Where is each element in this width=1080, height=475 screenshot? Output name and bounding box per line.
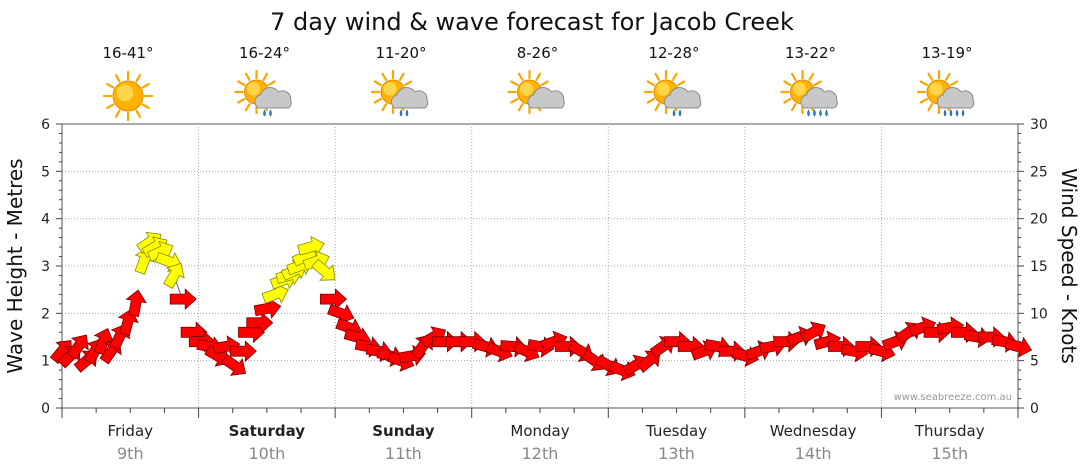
temperature-label: 12-28° — [648, 44, 699, 62]
y-tick-label-left: 3 — [41, 259, 50, 275]
temperature-row: 16-41° 16-24° 11-20° 8-26° 12-28° 13-22° 13-19… — [102, 44, 972, 62]
weather-icon-row — [102, 69, 975, 122]
day-name-label: Monday — [510, 422, 569, 440]
y-tick-label-right: 30 — [1030, 117, 1048, 133]
day-name-label: Thursday — [914, 422, 985, 440]
temperature-label: 11-20° — [375, 44, 426, 62]
chart-title: 7 day wind & wave forecast for Jacob Cre… — [270, 8, 794, 36]
day-date-label: 10th — [248, 444, 285, 463]
y-tick-label-left: 5 — [41, 164, 50, 180]
y-tick-label-right: 0 — [1030, 401, 1039, 417]
temperature-label: 8-26° — [517, 44, 559, 62]
wind-arrow — [297, 235, 325, 257]
wind-arrow — [125, 289, 147, 318]
temperature-label: 13-19° — [921, 44, 972, 62]
grid-lines — [62, 124, 1018, 408]
y-axis-left-ticks: 0 1 2 3 4 5 6 — [41, 117, 62, 417]
wind-arrow — [246, 311, 274, 334]
day-date-label: 11th — [385, 444, 422, 463]
day-name-label: Tuesday — [645, 422, 707, 440]
sun-cloud-rain-icon — [234, 69, 292, 117]
day-date-label: 13th — [658, 444, 695, 463]
wind-arrow — [327, 303, 355, 325]
day-name-label: Saturday — [229, 422, 306, 440]
x-axis-day-labels: Friday 9th Saturday 10th Sunday 11th Monday 12t… — [61, 408, 1019, 463]
wind-arrow — [799, 321, 826, 344]
temperature-label: 16-24° — [239, 44, 290, 62]
sun-cloud-rain-icon — [643, 69, 702, 117]
wind-arrow — [66, 334, 89, 360]
y-tick-label-right: 10 — [1030, 306, 1048, 322]
y-axis-right-ticks: 0 5 10 15 20 25 30 — [1018, 117, 1048, 417]
temperature-label: 16-41° — [102, 44, 153, 62]
y-axis-right-label: Wind Speed - Knots — [1057, 168, 1080, 364]
wind-arrow — [163, 262, 185, 289]
sun-cloud-icon — [507, 69, 565, 115]
y-tick-label-right: 25 — [1030, 164, 1048, 180]
wind-arrow — [229, 340, 257, 363]
y-tick-label-left: 0 — [41, 401, 50, 417]
wind-arrow — [220, 353, 247, 376]
wind-arrow — [319, 288, 347, 311]
sun-cloud-heavy-rain-icon — [916, 69, 975, 117]
wind-arrows — [49, 231, 1033, 382]
y-tick-label-left: 4 — [41, 212, 50, 228]
y-tick-label-left: 2 — [41, 306, 50, 322]
wind-arrow — [1004, 336, 1033, 358]
day-date-label: 9th — [117, 444, 144, 463]
day-name-label: Wednesday — [770, 422, 857, 440]
y-axis-left-label: Wave Height - Metres — [3, 158, 27, 373]
day-date-label: 15th — [931, 444, 968, 463]
day-date-label: 14th — [795, 444, 832, 463]
sun-icon — [102, 70, 154, 122]
watermark: www.seabreeze.com.au — [894, 392, 1012, 403]
sun-cloud-heavy-rain-icon — [780, 69, 838, 117]
day-date-label: 12th — [522, 444, 559, 463]
y-tick-label-right: 15 — [1030, 259, 1048, 275]
sun-cloud-rain-icon — [370, 69, 429, 117]
day-name-label: Sunday — [372, 422, 435, 440]
wind-arrow — [311, 258, 336, 281]
temperature-label: 13-22° — [785, 44, 836, 62]
wind-arrow — [169, 288, 197, 311]
y-tick-label-right: 5 — [1030, 354, 1039, 370]
y-tick-label-left: 1 — [41, 354, 50, 370]
y-tick-label-right: 20 — [1030, 212, 1048, 228]
day-name-label: Friday — [108, 422, 154, 440]
y-tick-label-left: 6 — [41, 117, 50, 133]
wind-arrow — [636, 350, 661, 373]
